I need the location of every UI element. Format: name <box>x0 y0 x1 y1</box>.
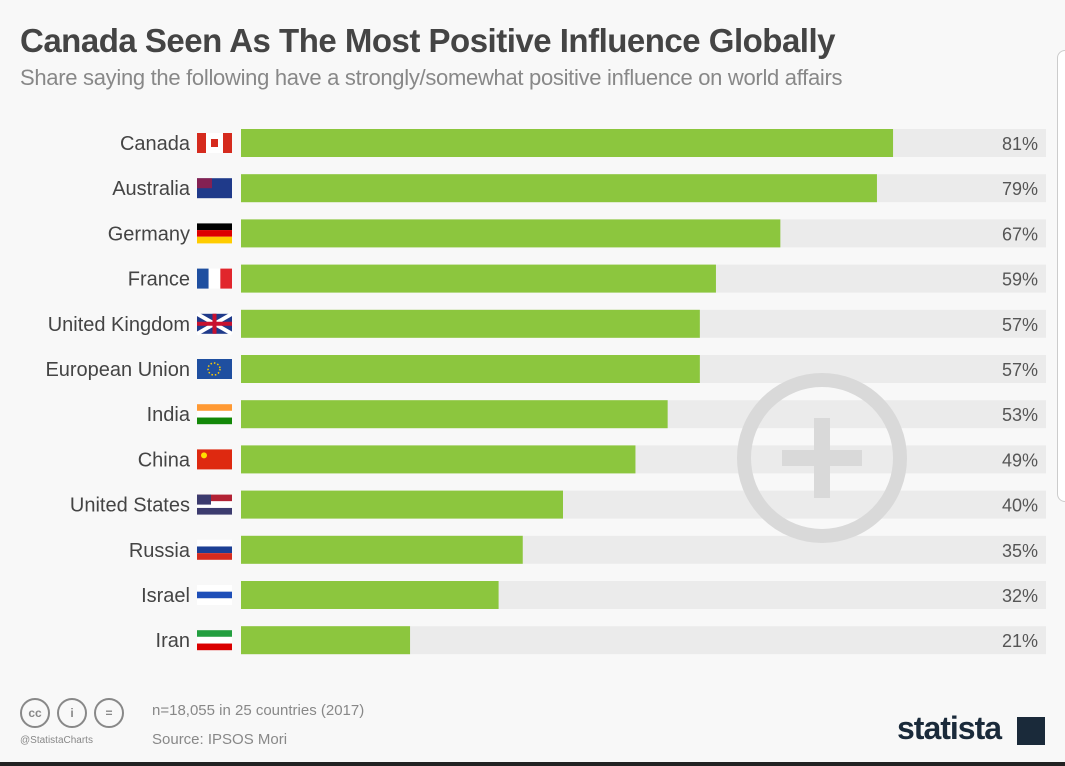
attribution-icon: i <box>57 698 87 728</box>
bar <box>241 355 700 383</box>
bar <box>241 219 781 248</box>
bar <box>241 535 523 564</box>
category-label: Canada <box>120 133 191 155</box>
bar <box>241 129 894 157</box>
flag-icon <box>197 417 232 425</box>
flag-icon <box>201 452 207 459</box>
bar <box>241 174 877 203</box>
flag-icon <box>197 643 232 651</box>
flag-icon <box>197 501 232 508</box>
bar <box>241 626 411 655</box>
category-label: Iran <box>156 630 190 652</box>
flag-icon <box>197 236 232 244</box>
category-label: Israel <box>141 585 190 607</box>
value-label: 32% <box>1002 586 1038 606</box>
flag-icon <box>197 598 232 605</box>
flag-icon <box>197 636 232 644</box>
flag-icon <box>197 313 232 334</box>
bar <box>241 490 563 519</box>
value-label: 57% <box>1002 360 1038 380</box>
watermark-icon <box>737 373 907 543</box>
bar <box>241 445 636 474</box>
flag-icon <box>197 359 232 379</box>
value-label: 57% <box>1002 315 1038 335</box>
flag-icon <box>197 449 232 470</box>
category-label: European Union <box>45 359 190 381</box>
category-label: United Kingdom <box>48 314 190 336</box>
flag-icon <box>197 507 232 515</box>
flag-icon <box>211 139 218 147</box>
value-label: 67% <box>1002 224 1038 244</box>
divider <box>0 762 1065 766</box>
value-label: 49% <box>1002 450 1038 470</box>
category-label: India <box>147 404 191 426</box>
watermark-icon <box>782 418 862 498</box>
category-label: China <box>138 449 191 471</box>
category-label: United States <box>70 495 190 517</box>
flag-icon <box>197 268 209 289</box>
flag-icon <box>207 362 221 376</box>
flag-icon <box>197 494 211 505</box>
value-label: 53% <box>1002 405 1038 425</box>
chart-subtitle: Share saying the following have a strong… <box>20 65 843 90</box>
flag-icon <box>197 546 232 554</box>
statista-logo-icon <box>1017 717 1045 745</box>
category-label: Australia <box>112 178 191 200</box>
flag-icon <box>197 178 212 189</box>
value-label: 35% <box>1002 541 1038 561</box>
value-label: 21% <box>1002 631 1038 651</box>
bar <box>241 309 700 338</box>
side-panel <box>1057 50 1065 502</box>
category-label: Germany <box>108 223 190 245</box>
bar-chart: Canada 81% Australia 79% Germany 67% France 59%… <box>45 129 1046 655</box>
value-label: 79% <box>1002 179 1038 199</box>
flag-icon <box>197 553 232 560</box>
flag-icon <box>208 268 221 289</box>
sample-note: n=18,055 in 25 countries (2017) <box>152 702 365 719</box>
flag-icon <box>197 591 232 599</box>
bar <box>241 581 499 609</box>
flag-icon <box>197 410 232 418</box>
flag-icon <box>197 230 232 237</box>
category-label: France <box>128 269 190 291</box>
flag-icon <box>197 223 232 231</box>
statista-handle: @StatistaCharts <box>20 735 93 746</box>
flag-icon <box>197 585 232 592</box>
bar <box>241 400 668 429</box>
value-label: 59% <box>1002 270 1038 290</box>
flag-icon <box>197 539 232 547</box>
no-derivatives-icon: = <box>94 698 124 728</box>
flag-icon <box>220 268 232 289</box>
flag-icon <box>197 494 232 502</box>
chart-title: Canada Seen As The Most Positive Influen… <box>20 22 836 59</box>
cc-icon: cc <box>20 698 50 728</box>
category-label: Russia <box>129 540 191 562</box>
statista-logo: statista <box>897 710 1002 746</box>
value-label: 40% <box>1002 496 1038 516</box>
flag-icon <box>197 404 232 411</box>
value-label: 81% <box>1002 134 1038 154</box>
bar <box>241 264 716 293</box>
flag-icon <box>197 630 232 637</box>
source-note: Source: IPSOS Mori <box>152 731 288 748</box>
